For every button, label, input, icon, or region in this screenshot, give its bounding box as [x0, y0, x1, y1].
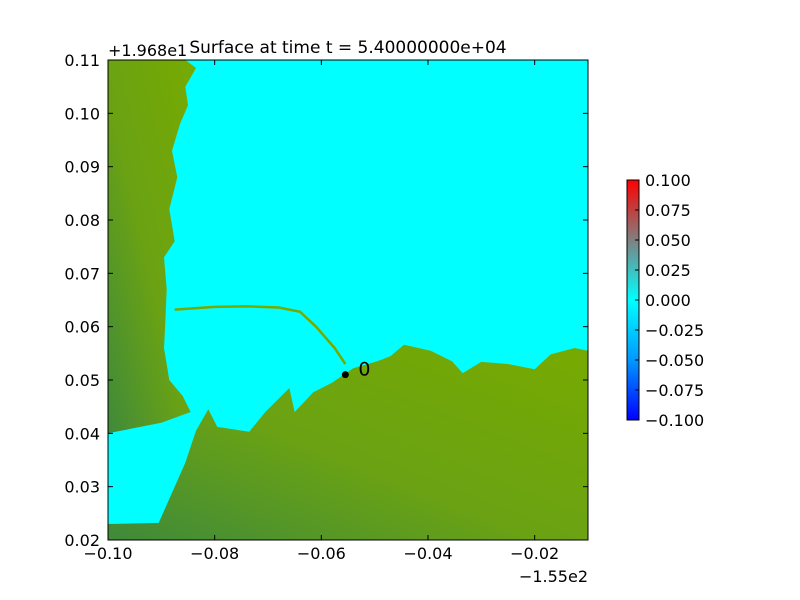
- colorbar-tick-label: −0.100: [645, 411, 704, 430]
- colorbar-tick-label: −0.075: [645, 381, 704, 400]
- y-tick-label: 0.08: [64, 211, 100, 230]
- colorbar-tick-label: −0.050: [645, 351, 704, 370]
- colorbar-tick-label: 0.025: [645, 261, 691, 280]
- x-tick-label: −0.04: [403, 544, 452, 563]
- y-tick-label: 0.10: [64, 104, 100, 123]
- south-coast-land: [108, 344, 588, 540]
- colorbar-ticks: 0.100 0.075 0.050 0.025 0.000 −0.025 −0.050 −0.…: [635, 171, 704, 430]
- flood-track: [174, 305, 347, 365]
- chart-title: Surface at time t = 5.40000000e+04: [189, 38, 506, 58]
- x-tick-label: −0.02: [510, 544, 559, 563]
- x-tick-label: −0.08: [190, 544, 239, 563]
- y-tick-label: 0.09: [64, 158, 100, 177]
- y-tick-label: 0.11: [64, 51, 100, 70]
- gauge-markers: 0: [341, 359, 370, 381]
- y-axis: 0.02 0.03 0.04 0.05 0.06 0.07 0.08 0.09 0.10 0.11: [64, 51, 588, 550]
- colorbar-tick-label: 0.075: [645, 201, 691, 220]
- colorbar-tick-label: 0.000: [645, 291, 691, 310]
- y-tick-label: 0.03: [64, 478, 100, 497]
- colorbar-tick-label: 0.100: [645, 171, 691, 190]
- plot-area: [108, 60, 588, 540]
- x-tick-label: −0.06: [297, 544, 346, 563]
- gauge-label: 0: [358, 359, 370, 381]
- colorbar-tick-label: −0.025: [645, 321, 704, 340]
- y-tick-label: 0.06: [64, 318, 100, 337]
- x-offset-label: −1.55e2: [519, 567, 588, 586]
- y-offset-label: +1.968e1: [108, 41, 187, 60]
- y-tick-label: 0.05: [64, 371, 100, 390]
- colorbar-tick-label: 0.050: [645, 231, 691, 250]
- x-tick-label: −0.10: [83, 544, 132, 563]
- gauge-point: [341, 371, 349, 379]
- west-coast-land: [108, 60, 196, 434]
- y-tick-label: 0.02: [64, 531, 100, 550]
- inundation-tracks: [174, 305, 347, 365]
- plot-frame: [107, 59, 589, 541]
- y-tick-label: 0.07: [64, 264, 100, 283]
- colorbar: 0.100 0.075 0.050 0.025 0.000 −0.025 −0.050 −0.…: [626, 171, 704, 430]
- x-axis: −0.10 −0.08 −0.06 −0.04 −0.02: [83, 60, 559, 563]
- y-tick-label: 0.04: [64, 424, 100, 443]
